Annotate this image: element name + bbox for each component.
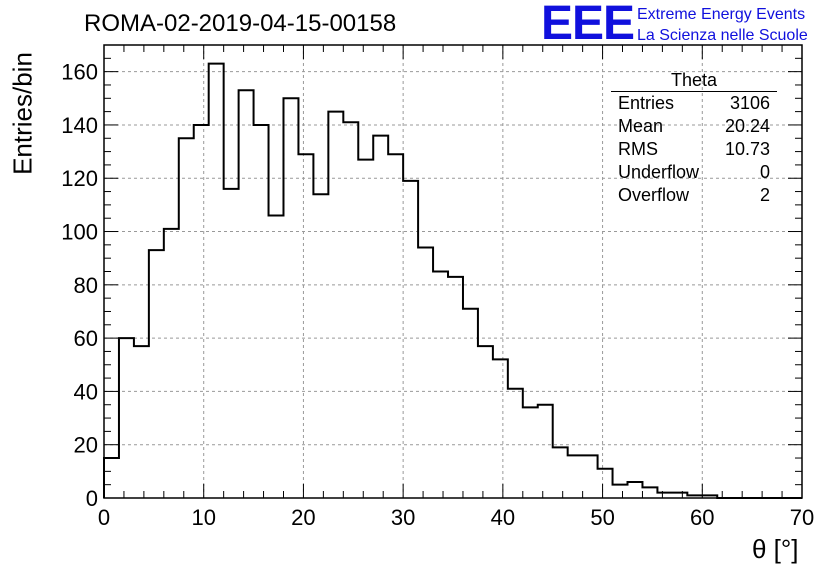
histogram-series — [103, 62, 802, 499]
axis-ticks — [103, 44, 803, 499]
stats-box: Theta Entries 3106 Mean 20.24 RMS 10.73 … — [611, 70, 777, 207]
y-tick-label: 160 — [61, 60, 98, 85]
y-tick-label: 100 — [61, 220, 98, 245]
y-tick-label: 0 — [86, 486, 98, 511]
stats-label: Overflow — [618, 185, 690, 205]
logo-line-1: Extreme Energy Events — [637, 6, 806, 23]
stats-label: Mean — [618, 116, 664, 136]
eee-logo-text: Extreme Energy Events La Scienza nelle S… — [637, 4, 808, 46]
stats-value: 2 — [759, 185, 770, 205]
y-tick-label: 20 — [74, 433, 98, 458]
stats-value: 10.73 — [724, 139, 770, 159]
stats-row-rms: RMS 10.73 — [611, 138, 777, 161]
x-tick-label: 20 — [291, 505, 315, 530]
x-tick-label: 60 — [690, 505, 714, 530]
x-tick-label: 70 — [790, 505, 814, 530]
stats-row-overflow: Overflow 2 — [611, 184, 777, 207]
x-tick-label: 10 — [191, 505, 215, 530]
chart-title: ROMA-02-2019-04-15-00158 — [84, 10, 397, 37]
stats-value: 3106 — [729, 93, 770, 113]
stats-label: Underflow — [618, 162, 700, 182]
x-tick-label: 50 — [590, 505, 614, 530]
y-axis-label: Entries/bin — [7, 52, 38, 175]
eee-logo: EEE — [541, 0, 635, 50]
stats-label: Entries — [618, 93, 675, 113]
stats-row-entries: Entries 3106 — [611, 92, 777, 115]
logo-line-2: La Scienza nelle Scuole — [637, 27, 808, 44]
stats-value: 20.24 — [724, 116, 770, 136]
x-axis-label: θ [°] — [752, 534, 799, 564]
grid-lines — [104, 45, 802, 498]
stats-value: 0 — [759, 162, 770, 182]
stats-title: Theta — [611, 70, 777, 92]
stats-label: RMS — [618, 139, 658, 159]
x-tick-label: 40 — [491, 505, 515, 530]
y-tick-label: 140 — [61, 113, 98, 138]
y-tick-label: 60 — [74, 326, 98, 351]
x-tick-label: 0 — [98, 505, 110, 530]
y-tick-label: 40 — [74, 379, 98, 404]
stats-row-underflow: Underflow 0 — [611, 161, 777, 184]
y-tick-label: 80 — [74, 273, 98, 298]
x-tick-label: 30 — [391, 505, 415, 530]
y-tick-label: 120 — [61, 166, 98, 191]
stats-row-mean: Mean 20.24 — [611, 115, 777, 138]
